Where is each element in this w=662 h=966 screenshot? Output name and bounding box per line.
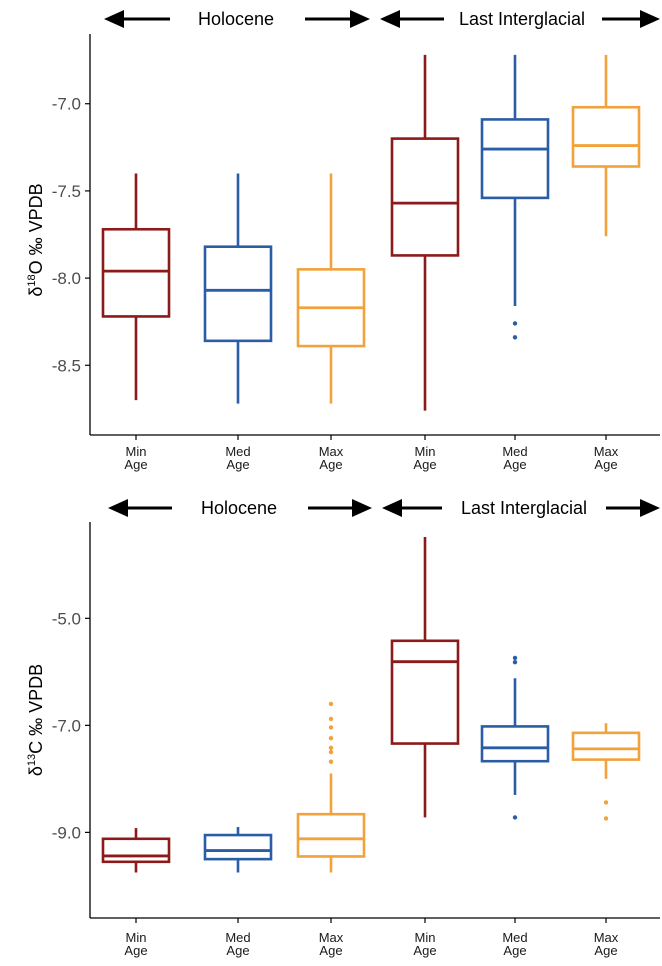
bottom-period-header: Holocene Last Interglacial [108,498,660,518]
bottom-interglacial-label: Last Interglacial [461,498,587,518]
bottom-interglacial-right-arrow [606,499,660,517]
outlier-point [603,800,609,805]
outlier-point [328,759,334,764]
outlier-point [328,701,334,707]
top-y-tick-label: -7.0 [52,95,81,114]
bottom-category-label-line2: Age [413,943,436,958]
iqr-box [571,731,641,761]
top-category-label-line2: Age [226,457,249,472]
iqr-box [390,639,460,745]
iqr-box [480,725,550,763]
bottom-panel: Holocene Last Interglacial δ13C ‰ VPDB -… [26,498,660,958]
outlier-point [328,735,334,741]
bottom-category-label-line2: Age [594,943,617,958]
top-y-tick-label: -7.5 [52,182,81,201]
bottom-plot-area: -5.0-7.0-9.0MinAgeMedAgeMaxAgeMinAgeMedA… [52,522,660,958]
bottom-y-axis-title: δ13C ‰ VPDB [26,664,46,776]
outlier-point [512,321,518,326]
top-category-label-line1: Max [594,444,619,459]
top-box-6 [571,54,641,237]
bottom-category-label-line2: Age [319,943,342,958]
iqr-box [203,833,273,861]
top-y-tick-label: -8.0 [52,269,81,288]
top-category-label-line1: Max [319,444,344,459]
bottom-box-5 [480,655,550,820]
top-holocene-right-arrow [305,10,370,28]
top-category-label-line1: Med [225,444,250,459]
bottom-box-2 [203,827,273,873]
iqr-box [480,118,550,200]
top-interglacial-label: Last Interglacial [459,9,585,29]
bottom-interglacial-left-arrow [382,499,442,517]
outlier-point [512,655,518,661]
top-plot-area: -7.0-7.5-8.0-8.5MinAgeMedAgeMaxAgeMinAge… [52,34,660,472]
iqr-box [296,812,366,858]
bottom-y-tick-label: -7.0 [52,716,81,735]
top-category-label-line2: Age [319,457,342,472]
top-holocene-label: Holocene [198,9,274,29]
bottom-category-label-line2: Age [124,943,147,958]
outlier-point [328,716,334,722]
outlier-point [512,335,518,340]
top-category-label-line1: Min [415,444,436,459]
bottom-y-tick-label: -5.0 [52,609,81,628]
top-y-axis-title: δ18O ‰ VPDB [26,183,46,296]
bottom-y-tick-label: -9.0 [52,823,81,842]
top-box-5 [480,54,550,340]
bottom-category-label-line1: Med [502,930,527,945]
bottom-box-3 [296,701,366,873]
bottom-category-label-line1: Max [594,930,619,945]
top-category-label-line1: Min [126,444,147,459]
outlier-point [603,816,609,821]
top-interglacial-right-arrow [602,10,660,28]
outlier-point [328,749,334,755]
top-panel: Holocene Last Interglacial δ18O ‰ VPDB -… [26,9,660,472]
top-category-label-line2: Age [413,457,436,472]
top-box-1 [101,173,171,401]
top-box-4 [390,54,460,411]
top-category-label-line2: Age [503,457,526,472]
top-category-label-line2: Age [594,457,617,472]
top-y-tick-label: -8.5 [52,356,81,375]
outlier-point [328,725,334,730]
top-category-label-line2: Age [124,457,147,472]
bottom-box-4 [390,536,460,818]
bottom-box-1 [101,828,171,873]
bottom-holocene-right-arrow [308,499,372,517]
iqr-box [101,227,171,318]
bottom-holocene-left-arrow [108,499,172,517]
outlier-point [328,745,334,751]
bottom-category-label-line2: Age [226,943,249,958]
iqr-box [390,137,460,257]
bottom-category-label-line1: Max [319,930,344,945]
bottom-box-6 [571,723,641,821]
top-interglacial-left-arrow [380,10,444,28]
bottom-category-label-line1: Med [225,930,250,945]
iqr-box [101,837,171,864]
top-box-2 [203,173,273,404]
top-period-header: Holocene Last Interglacial [104,9,660,29]
bottom-category-label-line1: Min [415,930,436,945]
top-holocene-left-arrow [104,10,170,28]
bottom-category-label-line1: Min [126,930,147,945]
outlier-point [512,815,518,820]
top-box-3 [296,173,366,404]
iqr-box [571,105,641,168]
bottom-holocene-label: Holocene [201,498,277,518]
iqr-box [203,245,273,343]
top-category-label-line1: Med [502,444,527,459]
outlier-point [512,660,518,665]
bottom-category-label-line2: Age [503,943,526,958]
